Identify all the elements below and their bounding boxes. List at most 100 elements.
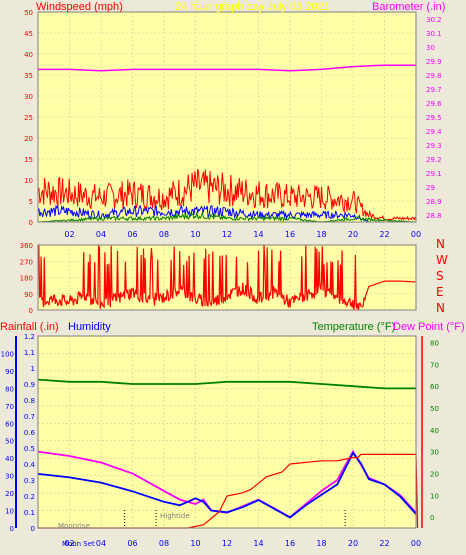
humidity-tick-label: 40: [5, 455, 14, 463]
humidity-axis-label: Humidity: [68, 321, 111, 333]
wind-direction-series: [38, 244, 416, 311]
dewpoint-axis-label: Dew Point (°F): [393, 321, 465, 333]
temperature-tick-label: 40: [430, 427, 439, 435]
rain-tick-label: 0.1: [24, 509, 35, 517]
direction-tick-label: 90: [24, 291, 33, 299]
temperature-tick-label: 10: [430, 492, 439, 500]
rain-tick-label: 0: [31, 525, 35, 533]
barometer-tick-label: 29.7: [426, 86, 442, 94]
time-tick-label: 06: [127, 539, 137, 548]
windspeed-tick-label: 25: [24, 114, 33, 122]
barometer-tick-label: 30.2: [426, 16, 442, 24]
humidity-tick-label: 80: [5, 385, 14, 393]
barometer-tick-label: 29.9: [426, 58, 442, 66]
time-tick-label: 06: [127, 230, 137, 239]
time-tick-label: 04: [96, 230, 106, 239]
wind-panel-frame: [37, 11, 417, 223]
rain-tick-label: 0.4: [24, 461, 36, 469]
windspeed-axis-label: Windspeed (mph): [36, 1, 123, 13]
direction-tick-label: 360: [20, 242, 33, 250]
rain-tick-label: 1: [31, 365, 35, 373]
barometer-tick-label: 30.1: [426, 30, 442, 38]
rain-tick-label: 0.9: [24, 381, 35, 389]
time-tick-label: 22: [379, 539, 389, 548]
time-tick-label: 20: [348, 230, 358, 239]
humidity-tick-label: 50: [5, 438, 14, 446]
humidity-tick-label: 20: [5, 490, 14, 498]
rain-tick-label: 0.3: [24, 477, 35, 485]
temperature-tick-label: 70: [430, 361, 439, 369]
time-tick-label: 04: [96, 539, 106, 548]
temperature-tick-label: 0: [430, 514, 434, 522]
time-tick-label: 00: [411, 539, 421, 548]
time-tick-label: 20: [348, 539, 358, 548]
humidity-tick-label: 90: [5, 368, 14, 376]
time-tick-label: 12: [222, 539, 232, 548]
rain-tick-label: 0.8: [24, 397, 35, 405]
humidity-tick-label: 0: [10, 525, 14, 533]
windspeed-tick-label: 15: [24, 156, 33, 164]
compass-label: E: [436, 285, 444, 299]
compass-label: S: [436, 269, 444, 283]
barometer-tick-label: 30: [426, 44, 435, 52]
windspeed-tick-label: 50: [24, 9, 33, 17]
rainfall-line: [38, 453, 419, 529]
humidity-line: [37, 451, 417, 519]
barometer-tick-label: 28.9: [426, 198, 442, 206]
rainfall-axis-label: Rainfall (.in): [0, 321, 59, 333]
rain-tick-label: 0.2: [24, 493, 35, 501]
temperature-tick-label: 60: [430, 383, 439, 391]
humidity-tick-label: 60: [5, 420, 14, 428]
time-tick-label: 18: [316, 539, 326, 548]
compass-label: N: [436, 301, 445, 315]
barometer-line: [38, 64, 416, 72]
windspeed-tick-label: 35: [24, 72, 33, 80]
direction-tick-label: 180: [20, 275, 33, 283]
humidity-tick-label: 30: [5, 473, 14, 481]
windspeed-tick-label: 20: [24, 135, 33, 143]
time-tick-label: 14: [253, 539, 263, 548]
humidity-tick-label: 70: [5, 403, 14, 411]
temperature-tick-label: 30: [430, 449, 439, 457]
humidity-tick-label: 100: [1, 350, 14, 358]
barometer-tick-label: 28.8: [426, 212, 442, 220]
time-tick-label: 08: [159, 230, 169, 239]
barometer-tick-label: 29.1: [426, 170, 442, 178]
time-tick-label: 18: [316, 230, 326, 239]
time-tick-label: 14: [253, 230, 263, 239]
windspeed-tick-label: 30: [24, 93, 33, 101]
temperature-line: [37, 378, 416, 390]
humidity-tick-label: 10: [5, 508, 14, 516]
compass-label: N: [436, 237, 445, 251]
time-tick-label: 16: [285, 539, 295, 548]
barometer-axis-label: Barometer (.in): [372, 1, 445, 13]
time-tick-label: 10: [190, 539, 200, 548]
time-tick-label: 08: [159, 539, 169, 548]
windspeed-tick-label: 10: [24, 177, 33, 185]
time-tick-label: 22: [379, 230, 389, 239]
time-tick-label: 02: [64, 539, 74, 548]
windspeed-tick-label: 5: [29, 198, 33, 206]
hightide-annotation: Hightide: [160, 512, 190, 520]
temperature-tick-label: 80: [430, 340, 439, 348]
windspeed-tick-label: 45: [24, 30, 33, 38]
rain-tick-label: 0.6: [24, 429, 36, 437]
barometer-tick-label: 29.2: [426, 156, 442, 164]
weather-panel-frame: [37, 335, 417, 529]
direction-tick-label: 270: [20, 258, 33, 266]
barometer-tick-label: 29: [426, 184, 435, 192]
temperature-axis-label: Temperature (°F): [312, 321, 395, 333]
rain-tick-label: 1.1: [24, 349, 35, 357]
barometer-tick-label: 29.4: [426, 128, 442, 136]
time-tick-label: 00: [411, 230, 421, 239]
windspeed-tick-label: 0: [29, 219, 33, 227]
rain-tick-label: 0.7: [24, 413, 35, 421]
chart-title: 24 hour graph day July 03 2021: [175, 1, 330, 13]
wind-gust-series: [37, 168, 417, 222]
temperature-tick-label: 20: [430, 470, 439, 478]
barometer-tick-label: 29.8: [426, 72, 442, 80]
temperature-tick-label: 50: [430, 405, 439, 413]
rain-tick-label: 0.5: [24, 445, 35, 453]
